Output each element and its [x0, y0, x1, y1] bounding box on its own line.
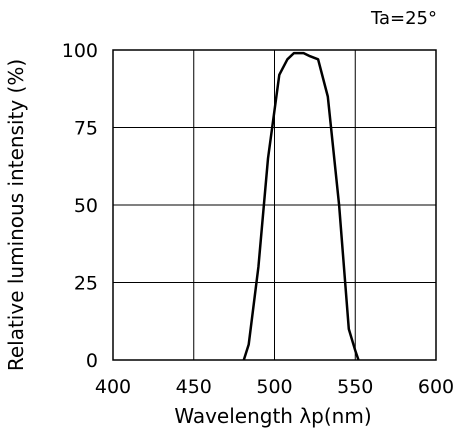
x-tick-label-600: 600	[418, 376, 454, 398]
x-tick-label-400: 400	[95, 376, 131, 398]
x-tick-label-500: 500	[256, 376, 292, 398]
x-axis-label: Wavelength λp(nm)	[174, 404, 371, 428]
x-tick-labels: 400 450 500 550 600	[95, 376, 454, 398]
x-tick-label-450: 450	[176, 376, 212, 398]
annotation-ta: Ta=25°	[370, 8, 437, 29]
grid-lines	[112, 49, 437, 361]
y-axis-label: Relative luminous intensity (%)	[4, 59, 28, 371]
y-tick-label-25: 25	[74, 273, 98, 295]
series-line-0	[242, 51, 360, 361]
y-tick-label-0: 0	[86, 350, 98, 372]
series-layer	[242, 51, 360, 361]
y-tick-label-100: 100	[62, 40, 98, 62]
plot-frame	[112, 49, 437, 361]
y-tick-labels: 0 25 50 75 100	[62, 40, 98, 372]
y-tick-label-50: 50	[74, 195, 98, 217]
x-tick-label-550: 550	[337, 376, 373, 398]
y-tick-label-75: 75	[74, 118, 98, 140]
